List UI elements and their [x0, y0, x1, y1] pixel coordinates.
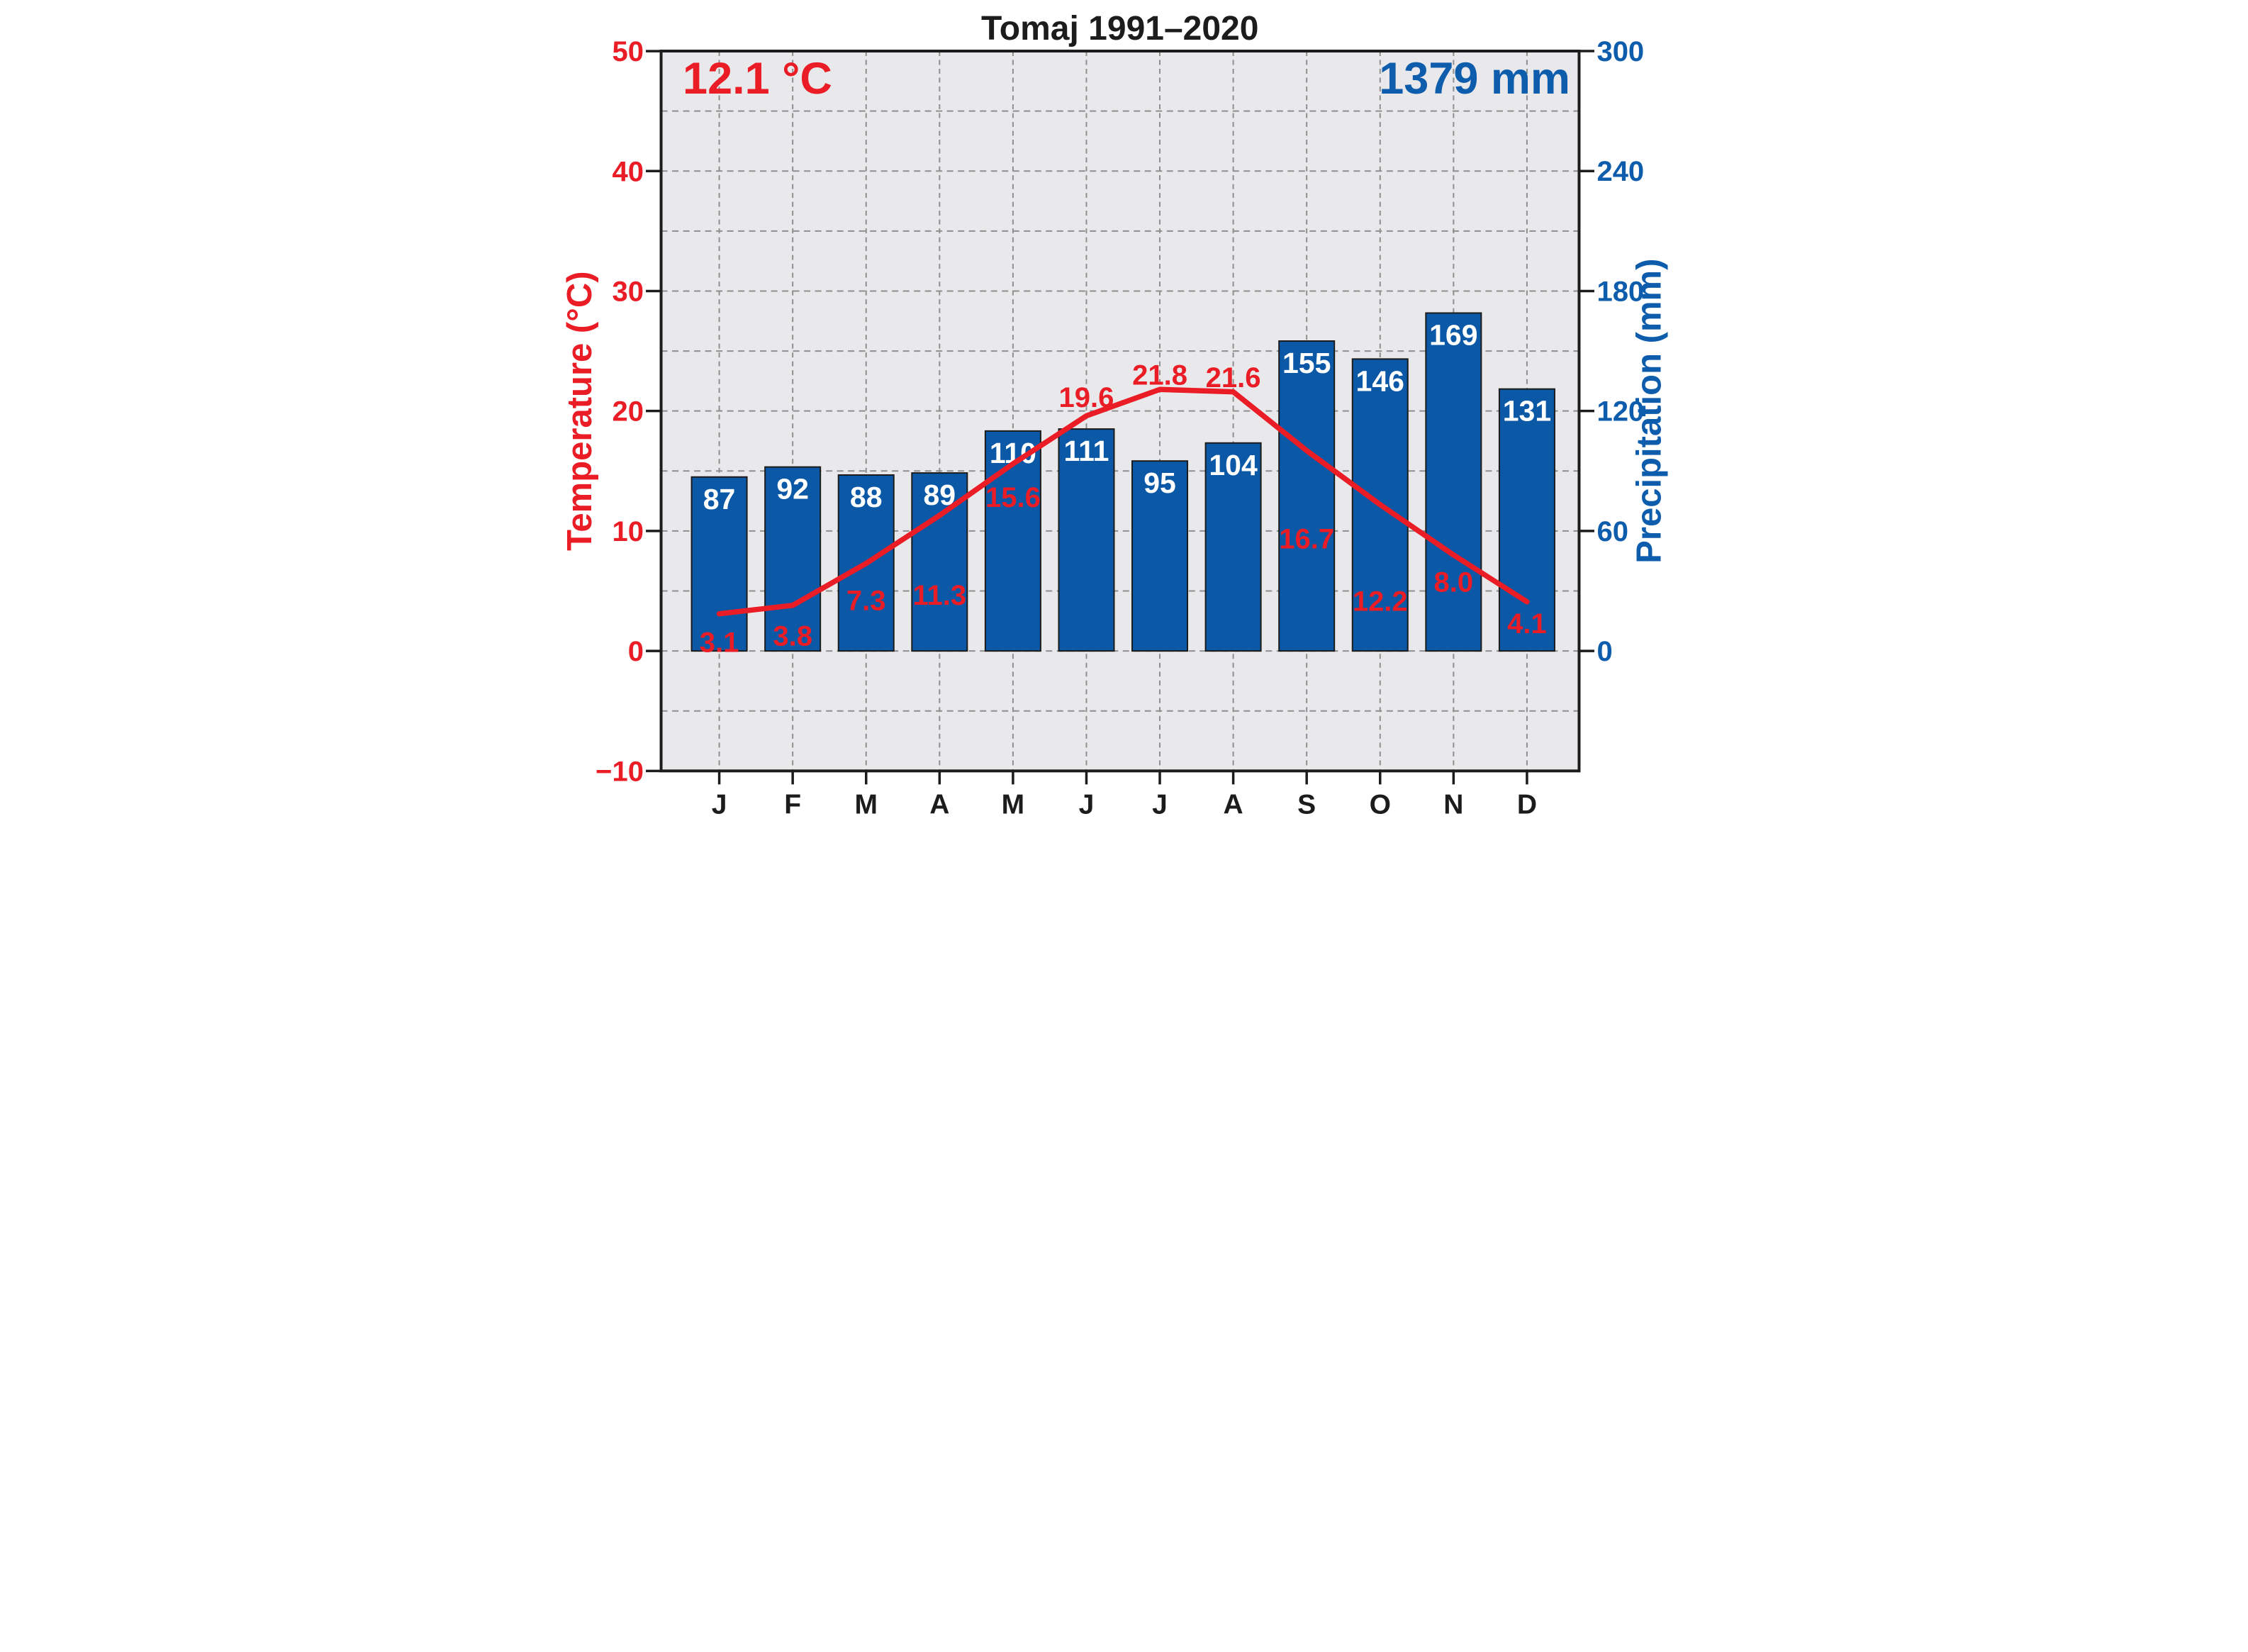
left-axis-tick-label: 40 — [612, 156, 644, 187]
left-axis-title: Temperature (°C) — [562, 271, 599, 550]
precipitation-bar — [984, 430, 1041, 652]
precipitation-value-label: 111 — [1063, 435, 1109, 467]
right-axis-tick-labels: 0 60 120 180 240 300 — [1596, 36, 1644, 667]
right-axis-tick-label: 60 — [1596, 516, 1628, 547]
left-axis-tick-label: 30 — [612, 276, 644, 307]
temperature-value-label: 3.1 — [699, 627, 739, 658]
month-label: J — [1152, 789, 1168, 820]
month-label: N — [1443, 789, 1463, 820]
annual-total-precipitation-annotation: 1379 mm — [1379, 54, 1570, 104]
month-label: M — [1001, 789, 1024, 820]
precipitation-bar — [1057, 428, 1114, 652]
precipitation-value-label: 146 — [1355, 364, 1404, 397]
temperature-value-label: 12.2 — [1352, 586, 1407, 617]
precipitation-value-label: 104 — [1209, 449, 1258, 481]
month-label: D — [1516, 789, 1536, 820]
left-axis-tick-label: −10 — [595, 756, 644, 787]
left-axis-tick-labels: −10 0 10 20 30 40 50 — [595, 36, 644, 787]
temperature-value-label: 3.8 — [773, 620, 812, 652]
temperature-value-label: 8.0 — [1433, 567, 1473, 598]
temperature-value-label: 16.7 — [1279, 524, 1334, 555]
precipitation-value-label: 92 — [776, 473, 809, 506]
precipitation-bar — [910, 472, 968, 652]
month-label: O — [1369, 789, 1390, 820]
right-axis-tick-label: 0 — [1596, 636, 1612, 667]
temperature-value-label: 7.3 — [846, 585, 885, 616]
precipitation-bar — [1498, 388, 1555, 652]
temperature-value-label: 21.8 — [1132, 360, 1187, 391]
left-axis-tick-label: 50 — [612, 36, 644, 67]
month-label: A — [929, 789, 949, 820]
temperature-value-labels: 3.1 3.8 7.3 11.3 15.6 19.6 21.8 21.6 16.7 12.2 8.0… — [699, 360, 1546, 659]
precipitation-bar — [1204, 442, 1262, 652]
right-axis-tick-label: 120 — [1596, 396, 1644, 428]
precipitation-value-label: 169 — [1429, 319, 1477, 352]
left-axis-tick-label: 10 — [612, 516, 644, 547]
left-axis-ticks — [645, 50, 661, 773]
precipitation-bar — [764, 466, 821, 652]
precipitation-value-label: 95 — [1143, 467, 1176, 499]
right-axis-title: Precipitation (mm) — [1630, 259, 1668, 564]
left-axis-tick-label: 20 — [612, 396, 644, 428]
precipitation-bar — [1277, 340, 1335, 652]
precipitation-value-label: 88 — [849, 481, 882, 513]
temperature-value-label: 11.3 — [912, 580, 966, 611]
month-label: J — [711, 789, 727, 820]
right-axis-tick-label: 300 — [1596, 36, 1644, 67]
temperature-line — [716, 386, 1530, 617]
precipitation-bar — [1131, 460, 1188, 652]
temperature-value-label: 19.6 — [1058, 382, 1114, 413]
temperature-value-label: 21.6 — [1205, 362, 1260, 394]
month-label: S — [1297, 789, 1316, 820]
month-label: J — [1078, 789, 1094, 820]
precipitation-value-label: 87 — [703, 483, 735, 515]
precipitation-bar — [1424, 312, 1482, 652]
temperature-value-label: 15.6 — [985, 482, 1040, 513]
climate-chart-container: 87 92 88 89 110 111 95 104 155 146 169 131 3.1 3.8 7.… — [562, 0, 1687, 826]
bottom-axis-ticks — [717, 771, 1528, 785]
month-label: A — [1223, 789, 1243, 820]
annual-mean-temperature-annotation: 12.1 °C — [683, 54, 832, 104]
right-axis-ticks — [1578, 50, 1594, 652]
right-axis-tick-label: 180 — [1596, 276, 1644, 307]
temperature-value-label: 4.1 — [1507, 608, 1547, 640]
precipitation-value-label: 131 — [1502, 395, 1550, 428]
month-label: F — [784, 789, 801, 820]
right-axis-tick-label: 240 — [1596, 156, 1644, 187]
left-axis-tick-label: 0 — [627, 636, 643, 667]
precipitation-value-label: 155 — [1282, 347, 1330, 379]
precipitation-bars — [690, 312, 1555, 652]
month-label: M — [854, 789, 878, 820]
precipitation-bar — [690, 476, 748, 652]
chart-title: Tomaj 1991–2020 — [981, 10, 1258, 48]
